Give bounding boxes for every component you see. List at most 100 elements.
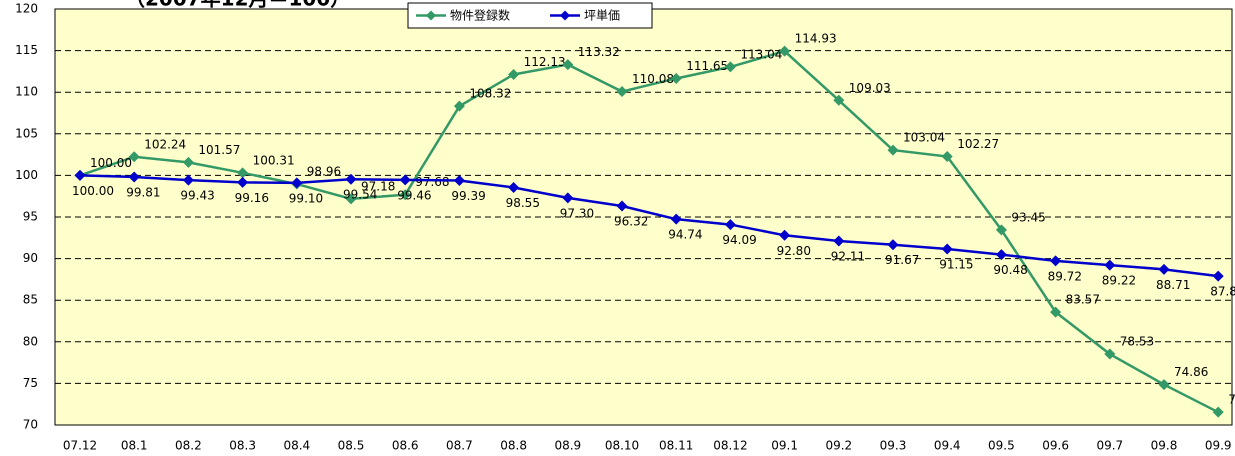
data-label: 98.96: [307, 165, 341, 179]
marker: [887, 144, 899, 156]
marker: [399, 189, 411, 201]
marker: [833, 235, 845, 247]
marker: [128, 151, 140, 163]
legend-marker: [426, 10, 436, 21]
legend-label: 物件登録数: [450, 8, 510, 23]
x-tick-label: 08.3: [229, 439, 256, 453]
marker: [941, 151, 953, 163]
data-label: 97.18: [361, 179, 395, 193]
marker: [995, 249, 1007, 261]
marker: [508, 68, 520, 80]
marker: [453, 100, 465, 112]
legend-label: 坪単価: [584, 9, 620, 23]
series-line: [79, 49, 1219, 414]
legend-marker: [560, 10, 570, 21]
marker: [237, 176, 249, 188]
marker: [887, 239, 899, 251]
marker: [833, 94, 845, 106]
data-label: 102.24: [144, 137, 186, 151]
x-tick-label: 08.11: [659, 439, 693, 453]
data-label: 100.31: [253, 153, 295, 167]
data-label: 98.55: [506, 196, 540, 210]
data-label: 100.00: [72, 184, 114, 198]
y-tick-label: 95: [23, 210, 38, 224]
data-label: 97.30: [560, 206, 594, 220]
marker: [724, 219, 736, 231]
marker: [1104, 348, 1116, 360]
y-tick-label: 100: [15, 168, 38, 182]
data-label: 99.16: [235, 191, 269, 205]
marker: [345, 193, 357, 205]
data-label: 113.32: [578, 45, 620, 59]
data-label: 88.71: [1156, 278, 1190, 292]
y-tick-label: 120: [15, 2, 38, 16]
y-tick-label: 85: [23, 293, 38, 307]
marker: [1158, 263, 1170, 275]
chart-title: （2007年12月＝100）: [125, 0, 350, 11]
marker: [1050, 255, 1062, 267]
data-label: 90.48: [993, 263, 1027, 277]
x-tick-label: 08.1: [121, 439, 148, 453]
data-label: 74.86: [1174, 365, 1208, 379]
x-tick-label: 09.9: [1205, 439, 1232, 453]
x-tick-label: 08.8: [500, 439, 527, 453]
legend-box: [407, 2, 653, 29]
data-label: 92.80: [777, 244, 811, 258]
data-label: 87.89: [1210, 285, 1235, 299]
data-label: 94.09: [722, 233, 756, 247]
data-label: 71.54: [1228, 393, 1235, 407]
data-label: 100.00: [90, 156, 132, 170]
x-tick-label: 09.1: [771, 439, 798, 453]
marker: [74, 169, 86, 181]
data-label: 101.57: [198, 143, 240, 157]
marker: [724, 61, 736, 73]
data-label: 83.57: [1066, 293, 1100, 307]
data-label: 89.22: [1102, 274, 1136, 288]
x-tick-label: 09.3: [880, 439, 907, 453]
marker: [1212, 270, 1224, 282]
x-tick-label: 07.12: [63, 439, 97, 453]
data-label: 113.04: [740, 47, 782, 61]
data-label: 91.67: [885, 253, 919, 267]
y-tick-label: 90: [23, 251, 38, 265]
series-line: [79, 174, 1219, 278]
y-tick-label: 70: [23, 418, 38, 432]
x-tick-label: 09.2: [825, 439, 852, 453]
data-label: 109.03: [849, 81, 891, 95]
x-tick-label: 09.4: [934, 439, 961, 453]
marker: [345, 173, 357, 185]
data-label: 93.45: [1011, 210, 1045, 224]
marker: [1050, 306, 1062, 318]
x-tick-label: 08.2: [175, 439, 202, 453]
marker: [1158, 379, 1170, 391]
marker: [670, 72, 682, 84]
x-tick-label: 08.12: [713, 439, 747, 453]
marker: [616, 200, 628, 212]
data-label: 111.65: [686, 59, 728, 73]
x-tick-label: 08.9: [554, 439, 581, 453]
marker: [779, 45, 791, 57]
data-label: 99.10: [289, 191, 323, 205]
data-label: 99.81: [126, 185, 160, 199]
marker: [1212, 406, 1224, 418]
y-tick-label: 115: [15, 43, 38, 57]
marker: [182, 156, 194, 168]
x-tick-label: 09.5: [988, 439, 1015, 453]
y-tick-label: 80: [23, 334, 38, 348]
data-label: 99.39: [451, 189, 485, 203]
y-tick-label: 105: [15, 126, 38, 140]
marker: [291, 177, 303, 189]
data-label: 102.27: [957, 137, 999, 151]
marker: [237, 167, 249, 179]
marker: [616, 86, 628, 98]
marker: [399, 174, 411, 186]
marker: [562, 192, 574, 204]
data-label: 99.54: [343, 188, 377, 202]
x-tick-label: 08.4: [283, 439, 310, 453]
x-tick-label: 08.6: [392, 439, 419, 453]
data-label: 103.04: [903, 131, 945, 145]
data-label: 91.15: [939, 258, 973, 272]
marker: [779, 229, 791, 241]
marker: [670, 213, 682, 225]
